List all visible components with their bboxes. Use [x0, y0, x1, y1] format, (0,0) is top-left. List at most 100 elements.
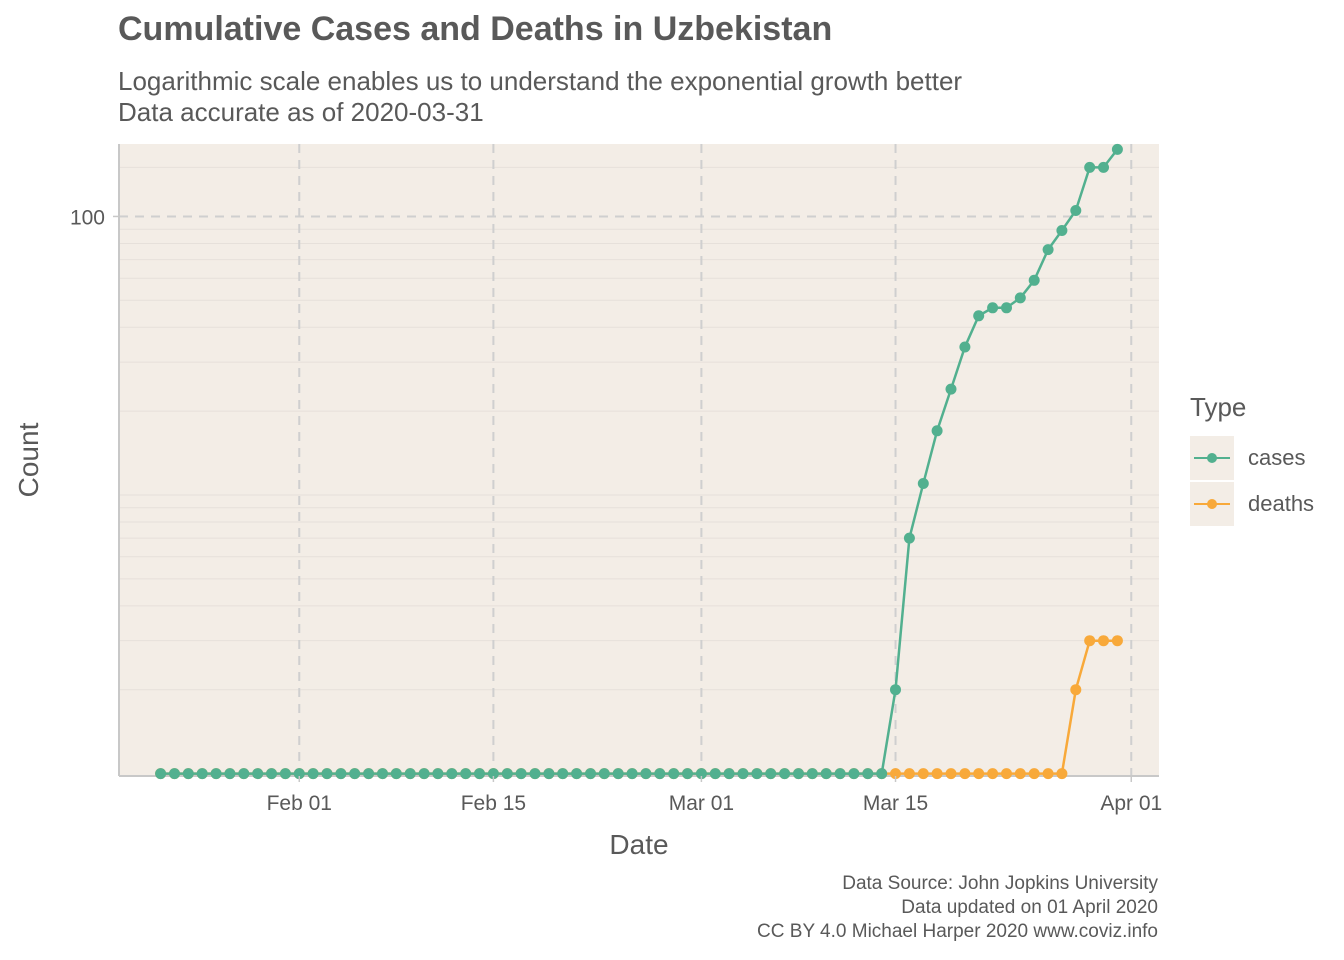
data-point-cases	[529, 768, 541, 780]
minor-grid	[119, 166, 1159, 691]
chart-subtitle: Logarithmic scale enables us to understa…	[118, 66, 962, 128]
series-layer	[155, 143, 1123, 780]
data-point-cases	[612, 768, 624, 780]
data-point-cases	[1070, 205, 1082, 216]
data-point-deaths	[890, 768, 901, 780]
data-point-cases	[723, 768, 735, 780]
data-point-cases	[862, 768, 874, 780]
data-point-cases	[307, 768, 319, 780]
data-point-deaths	[1014, 768, 1026, 780]
data-point-cases	[182, 768, 194, 780]
data-point-deaths	[945, 768, 957, 780]
subtitle-line: Logarithmic scale enables us to understa…	[118, 66, 963, 96]
legend: Type cases deaths	[1190, 392, 1314, 527]
x-tick-label: Mar 15	[863, 792, 928, 815]
data-point-cases	[196, 768, 208, 780]
data-point-cases	[945, 383, 957, 395]
data-point-deaths	[1084, 635, 1096, 647]
data-point-cases	[626, 768, 638, 780]
data-point-cases	[224, 768, 236, 780]
legend-title: Type	[1190, 392, 1247, 422]
data-point-cases	[446, 768, 458, 780]
y-axis-label: Count	[13, 422, 44, 497]
data-point-deaths	[987, 768, 999, 780]
data-point-cases	[1001, 302, 1012, 314]
data-point-cases	[640, 768, 652, 780]
x-tick-label: Mar 01	[669, 792, 734, 815]
data-point-cases	[1014, 292, 1026, 304]
data-point-cases	[210, 768, 222, 780]
data-point-cases	[321, 768, 333, 780]
data-point-cases	[377, 768, 388, 780]
caption-line: Data updated on 01 April 2020	[901, 897, 1158, 918]
data-point-cases	[279, 768, 291, 780]
data-point-cases	[917, 478, 929, 489]
data-point-deaths	[1070, 684, 1082, 696]
data-point-cases	[515, 768, 527, 780]
data-point-cases	[501, 768, 513, 780]
data-point-cases	[293, 768, 305, 780]
series-line-cases	[160, 148, 1119, 775]
x-axis-ticks: Feb 01 Feb 15 Mar 01 Mar 15 Apr 01	[267, 776, 1162, 815]
data-point-cases	[1111, 143, 1123, 155]
data-point-cases	[820, 768, 832, 780]
x-tick-label: Apr 01	[1100, 792, 1162, 815]
data-point-cases	[335, 768, 347, 780]
x-tick-label: Feb 01	[267, 792, 332, 815]
data-point-cases	[1056, 225, 1068, 236]
legend-label-deaths: deaths	[1248, 491, 1315, 516]
data-point-cases	[834, 768, 846, 780]
data-point-deaths	[1028, 768, 1040, 780]
x-tick-label: Feb 15	[461, 792, 526, 815]
data-point-cases	[709, 768, 721, 780]
data-point-cases	[1084, 161, 1096, 173]
data-point-cases	[931, 425, 943, 437]
legend-item-deaths: deaths	[1190, 481, 1314, 527]
data-point-cases	[238, 768, 250, 780]
data-point-cases	[903, 532, 915, 544]
data-point-cases	[959, 341, 971, 353]
data-point-cases	[349, 768, 361, 780]
data-point-cases	[543, 768, 555, 780]
plot-panel	[119, 144, 1159, 775]
data-point-deaths	[1111, 635, 1123, 647]
chart-title: Cumulative Cases and Deaths in Uzbekista…	[118, 10, 833, 48]
data-point-cases	[404, 768, 416, 780]
caption-line: CC BY 4.0 Michael Harper 2020 www.coviz.…	[757, 921, 1158, 942]
data-point-cases	[848, 768, 860, 780]
data-point-cases	[737, 768, 749, 780]
data-point-cases	[668, 768, 680, 780]
data-point-cases	[266, 768, 277, 780]
data-point-cases	[890, 684, 901, 696]
data-point-cases	[779, 768, 791, 780]
data-point-cases	[418, 768, 430, 780]
data-point-cases	[363, 768, 375, 780]
data-point-deaths	[1056, 768, 1068, 780]
data-point-cases	[1042, 244, 1054, 256]
subtitle-line: Data accurate as of 2020-03-31	[118, 97, 484, 127]
data-point-cases	[987, 302, 999, 314]
data-point-deaths	[959, 768, 971, 780]
y-axis-ticks: 100	[70, 206, 119, 229]
data-point-cases	[973, 310, 985, 322]
data-point-cases	[1098, 161, 1109, 173]
data-point-cases	[585, 768, 596, 780]
data-point-cases	[252, 768, 264, 780]
data-point-cases	[474, 768, 485, 780]
data-point-cases	[432, 768, 444, 780]
data-point-cases	[876, 768, 888, 780]
x-axis-label: Date	[609, 829, 668, 860]
caption-line: Data Source: John Jopkins University	[842, 873, 1158, 894]
data-point-deaths	[1042, 768, 1054, 780]
data-point-cases	[682, 768, 693, 780]
data-point-deaths	[1098, 635, 1109, 647]
data-point-cases	[155, 768, 167, 780]
legend-point-deaths	[1207, 499, 1217, 509]
data-point-cases	[390, 768, 402, 780]
data-point-deaths	[903, 768, 915, 780]
data-point-cases	[765, 768, 777, 780]
legend-key-cases	[1190, 436, 1234, 480]
data-point-cases	[598, 768, 610, 780]
data-point-deaths	[931, 768, 943, 780]
data-point-cases	[487, 768, 499, 780]
